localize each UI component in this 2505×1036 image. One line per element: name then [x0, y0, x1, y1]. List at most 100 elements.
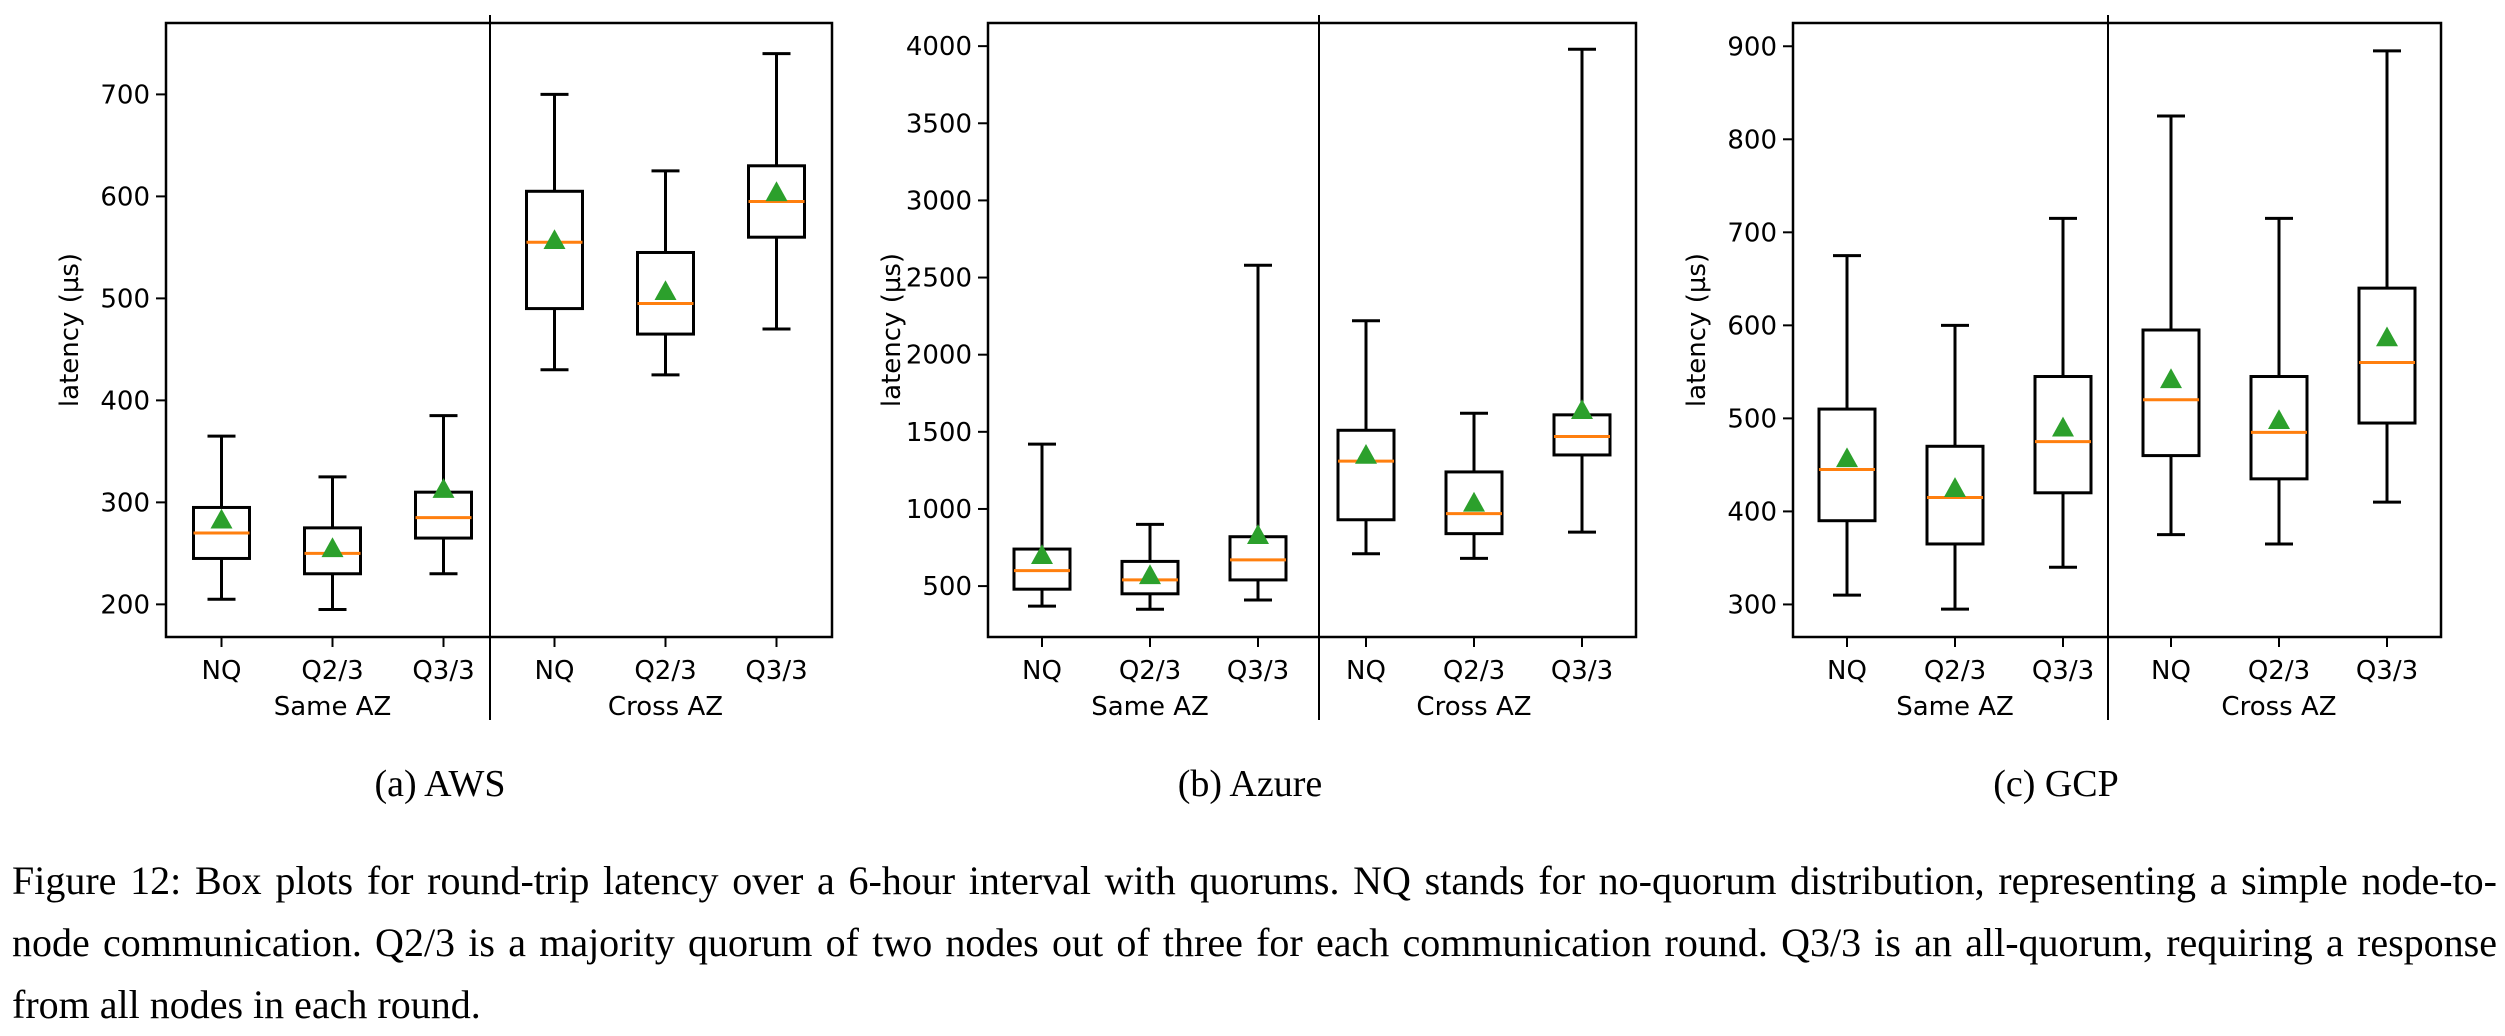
group-label: Same AZ: [1896, 692, 2014, 722]
y-axis-label: latency (µs): [877, 253, 907, 407]
y-tick-label: 2500: [906, 264, 972, 294]
y-tick-label: 600: [1727, 311, 1777, 341]
mean-marker: [543, 229, 566, 250]
group-label: Cross AZ: [2221, 692, 2336, 722]
box-cross-az-q3-3: [2357, 49, 2417, 504]
iqr-box: [1552, 413, 1612, 457]
iqr-box: [2249, 375, 2309, 481]
x-tick-label: Q3/3: [2356, 656, 2418, 686]
mean-marker: [2052, 416, 2074, 437]
iqr-box: [2141, 328, 2201, 458]
iqr-box: [2357, 286, 2417, 425]
mean-marker: [2376, 326, 2398, 347]
y-tick-label: 700: [100, 80, 150, 110]
x-tick-label: NQ: [2151, 656, 2191, 686]
x-tick-label: Q2/3: [1443, 656, 1505, 686]
box-cross-az-q2-3: [1444, 411, 1504, 560]
box-same-az-nq: [1012, 442, 1072, 608]
y-tick-label: 4000: [906, 32, 972, 62]
mean-marker: [1836, 447, 1858, 468]
mean-marker: [654, 280, 677, 301]
group-label: Same AZ: [274, 692, 392, 722]
y-tick-label: 300: [100, 488, 150, 518]
mean-marker: [1355, 443, 1377, 464]
x-tick-label: Q3/3: [2032, 656, 2094, 686]
x-tick-label: Q3/3: [412, 656, 474, 686]
x-tick-label: Q3/3: [745, 656, 807, 686]
plot-frame: [986, 21, 1638, 639]
iqr-box: [1336, 428, 1396, 522]
subcaption: (a) AWS: [375, 763, 506, 805]
y-tick-label: 400: [1727, 497, 1777, 527]
mean-marker: [2160, 368, 2182, 389]
panel-azure: 500 1000 1500 2000 2500 3000 3500 4000 latency (…: [877, 15, 1638, 805]
y-tick-label: 900: [1727, 32, 1777, 62]
mean-marker: [321, 537, 344, 558]
group-label: Cross AZ: [608, 692, 723, 722]
y-tick-label: 800: [1727, 125, 1777, 155]
box-cross-az-q2-3: [636, 169, 695, 377]
x-tick-label: Q2/3: [1924, 656, 1986, 686]
box-same-az-q2-3: [1120, 522, 1180, 611]
x-tick-label: Q3/3: [1551, 656, 1613, 686]
y-tick-label: 700: [1727, 218, 1777, 248]
y-tick-label: 3500: [906, 109, 972, 139]
box-same-az-q3-3: [2033, 216, 2093, 569]
mean-marker: [210, 508, 233, 529]
mean-marker: [1031, 544, 1053, 565]
y-tick-label: 500: [922, 572, 972, 602]
group-label: Same AZ: [1091, 692, 1209, 722]
y-tick-label: 500: [1727, 404, 1777, 434]
y-tick-label: 1000: [906, 495, 972, 525]
y-tick-label: 300: [1727, 590, 1777, 620]
subcaption: (c) GCP: [1993, 763, 2119, 805]
mean-marker: [432, 478, 455, 498]
iqr-box: [1925, 444, 1985, 546]
box-same-az-q3-3: [414, 414, 473, 576]
y-tick-label: 600: [100, 182, 150, 212]
figure-caption: Figure 12: Box plots for round-trip late…: [12, 858, 2497, 1027]
mean-marker: [765, 181, 788, 202]
y-tick-label: 500: [100, 284, 150, 314]
mean-marker: [1944, 477, 1966, 497]
iqr-box: [1120, 559, 1180, 596]
panel-gcp: 300 400 500 600 700 800 900 latency (µs) NQ Q2/3 Q…: [1682, 15, 2443, 805]
box-same-az-nq: [1817, 254, 1877, 597]
box-cross-az-nq: [2141, 114, 2201, 537]
box-cross-az-q2-3: [2249, 216, 2309, 546]
box-cross-az-nq: [525, 92, 584, 372]
x-tick-label: Q2/3: [634, 656, 696, 686]
y-tick-label: 3000: [906, 186, 972, 216]
group-label: Cross AZ: [1416, 692, 1531, 722]
box-cross-az-q3-3: [747, 52, 806, 331]
x-tick-label: Q3/3: [1227, 656, 1289, 686]
box-cross-az-nq: [1336, 319, 1396, 556]
plot-frame: [1791, 21, 2443, 639]
iqr-box: [1444, 470, 1504, 536]
x-tick-label: NQ: [1346, 656, 1386, 686]
x-tick-label: Q2/3: [1119, 656, 1181, 686]
iqr-box: [2033, 375, 2093, 495]
y-tick-label: 200: [100, 590, 150, 620]
y-tick-label: 2000: [906, 341, 972, 371]
mean-marker: [1463, 491, 1485, 512]
mean-marker: [1139, 564, 1161, 585]
mean-marker: [2268, 409, 2290, 430]
box-same-az-q3-3: [1228, 263, 1288, 602]
iqr-box: [414, 490, 473, 540]
mean-marker: [1247, 524, 1269, 544]
box-same-az-nq: [192, 434, 251, 601]
box-cross-az-q3-3: [1552, 47, 1612, 534]
mean-marker: [1571, 399, 1593, 420]
y-tick-label: 400: [100, 386, 150, 416]
x-tick-label: Q2/3: [2248, 656, 2310, 686]
x-tick-label: NQ: [202, 656, 242, 686]
plot-frame: [164, 21, 834, 639]
box-same-az-q2-3: [303, 475, 362, 611]
panel-aws: 200 300 400 500 600 700 latency (µs) NQ Q2/3 Q3/3…: [55, 15, 834, 805]
y-tick-label: 1500: [906, 418, 972, 448]
x-tick-label: NQ: [535, 656, 575, 686]
iqr-box: [636, 250, 695, 336]
box-same-az-q2-3: [1925, 323, 1985, 611]
x-tick-label: Q2/3: [301, 656, 363, 686]
